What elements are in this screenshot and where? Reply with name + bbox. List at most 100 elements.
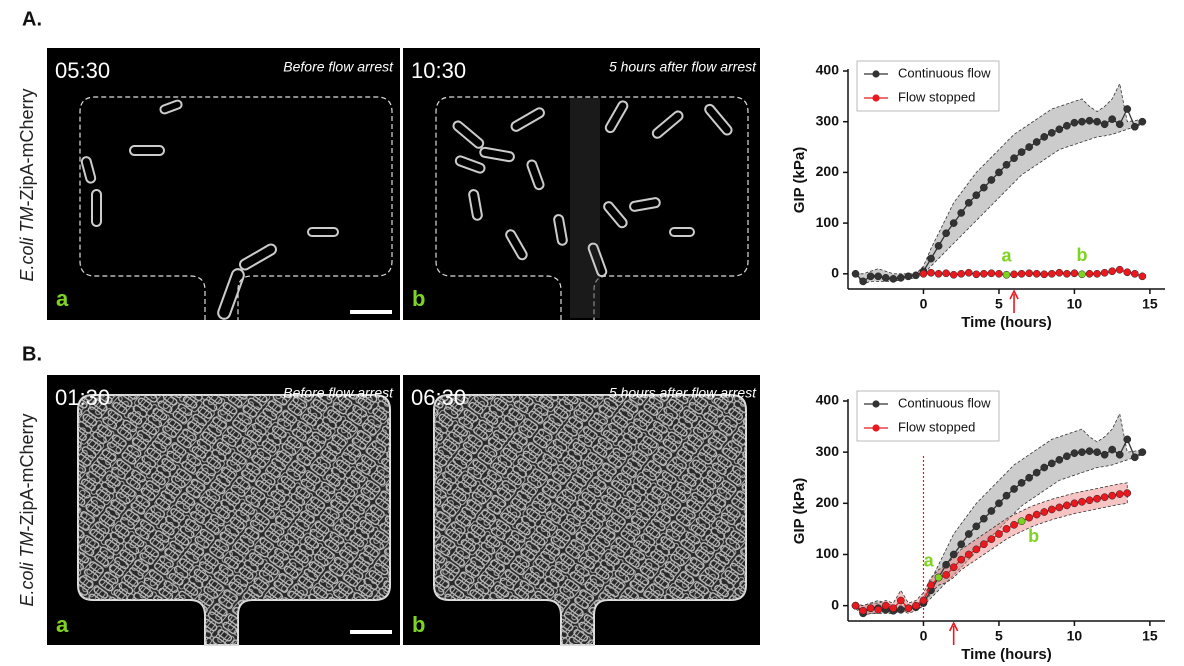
data-point xyxy=(1108,267,1117,276)
data-point xyxy=(1017,269,1026,278)
y-axis-label: GIP (kPa) xyxy=(791,147,808,213)
legend-label: Flow stopped xyxy=(898,89,975,104)
time-stamp: 01:30 xyxy=(55,385,110,410)
point-label: b xyxy=(1028,526,1039,546)
data-point xyxy=(957,540,966,549)
data-point xyxy=(1010,154,1018,163)
data-point xyxy=(1085,269,1094,278)
point-label: a xyxy=(924,550,935,570)
data-point xyxy=(1025,513,1033,522)
data-point xyxy=(927,581,935,590)
data-point xyxy=(1002,160,1011,169)
strain-rest: -ZipA-mCherry xyxy=(17,413,37,531)
data-point xyxy=(1063,452,1071,461)
micrograph: 01:30 Before flow arrest a xyxy=(47,375,400,646)
data-point xyxy=(1123,105,1132,113)
data-point xyxy=(881,273,890,282)
data-point xyxy=(851,601,860,610)
data-point xyxy=(1055,503,1064,512)
image-letter: a xyxy=(56,286,69,311)
error-band xyxy=(854,412,1143,617)
data-point xyxy=(889,604,898,613)
data-point xyxy=(1070,449,1079,458)
image-letter: b xyxy=(412,612,425,637)
strain-italic: E.coli TM xyxy=(17,207,37,282)
x-axis-label: Time (hours) xyxy=(961,646,1052,663)
data-point xyxy=(1040,133,1049,141)
data-point xyxy=(1100,450,1109,459)
data-point xyxy=(889,275,898,283)
time-stamp: 10:30 xyxy=(411,58,466,83)
data-point xyxy=(1085,116,1094,125)
legend-dot xyxy=(872,94,880,102)
error-band xyxy=(854,82,1143,285)
data-point xyxy=(1093,269,1101,278)
data-point xyxy=(1010,485,1018,493)
data-point xyxy=(1138,117,1147,126)
data-point xyxy=(987,176,996,184)
data-point xyxy=(912,271,920,280)
data-point xyxy=(1017,517,1026,526)
data-point xyxy=(995,530,1003,538)
data-point xyxy=(1032,468,1041,477)
point-label: a xyxy=(1001,246,1012,266)
x-axis-label: Time (hours) xyxy=(961,314,1052,331)
data-point xyxy=(1100,268,1109,277)
data-point xyxy=(964,530,973,538)
data-point xyxy=(1070,118,1079,127)
data-point xyxy=(1010,520,1018,529)
data-point xyxy=(1115,120,1124,129)
legend-box xyxy=(856,390,1000,442)
error-band xyxy=(855,482,1128,617)
data-point xyxy=(934,573,943,582)
data-point xyxy=(1010,270,1018,279)
y-tick-label: 300 xyxy=(816,443,840,459)
data-point xyxy=(1063,269,1071,278)
data-point xyxy=(957,269,966,278)
time-stamp: 06:30 xyxy=(411,385,466,410)
data-point xyxy=(942,269,950,278)
panel-label: A. xyxy=(22,8,42,30)
data-point xyxy=(1055,125,1064,134)
data-point xyxy=(874,272,883,281)
arrow-head xyxy=(1009,289,1019,300)
caption: Before flow arrest xyxy=(283,59,394,75)
data-point xyxy=(1047,269,1056,278)
strain-italic: E.coli TM xyxy=(17,532,37,607)
data-point xyxy=(995,269,1003,278)
caption: 5 hours after flow arrest xyxy=(609,385,757,401)
data-point xyxy=(1100,120,1109,129)
data-point xyxy=(866,272,875,281)
data-point xyxy=(1108,115,1117,124)
data-point xyxy=(964,268,973,277)
data-point xyxy=(1047,505,1056,514)
legend-label: Flow stopped xyxy=(898,419,975,434)
data-point xyxy=(1123,268,1132,277)
data-point xyxy=(1123,435,1132,444)
data-point xyxy=(904,272,913,281)
data-point xyxy=(859,277,867,286)
strain-label: E.coli TM-ZipA-mCherry xyxy=(17,88,37,281)
y-tick-label: 100 xyxy=(816,214,840,230)
y-tick-label: 200 xyxy=(816,163,840,179)
x-tick-label: 0 xyxy=(920,296,928,312)
data-point xyxy=(1017,479,1026,487)
legend-label: Continuous flow xyxy=(898,65,991,80)
data-point xyxy=(1063,121,1071,130)
data-point xyxy=(1002,491,1011,500)
data-point xyxy=(964,198,973,207)
data-point xyxy=(1093,494,1101,503)
data-point xyxy=(949,270,958,279)
y-axis-label: GIP (kPa) xyxy=(791,478,808,544)
data-point xyxy=(1040,463,1049,472)
arrow-head xyxy=(948,621,959,632)
data-point xyxy=(972,270,981,279)
data-point xyxy=(1108,491,1117,500)
caption: Before flow arrest xyxy=(283,385,394,401)
x-tick-label: 15 xyxy=(1142,628,1158,644)
data-point xyxy=(1032,269,1041,278)
y-tick-label: 400 xyxy=(816,62,840,78)
data-point xyxy=(912,601,920,610)
data-point xyxy=(866,604,875,613)
data-point xyxy=(964,550,973,559)
